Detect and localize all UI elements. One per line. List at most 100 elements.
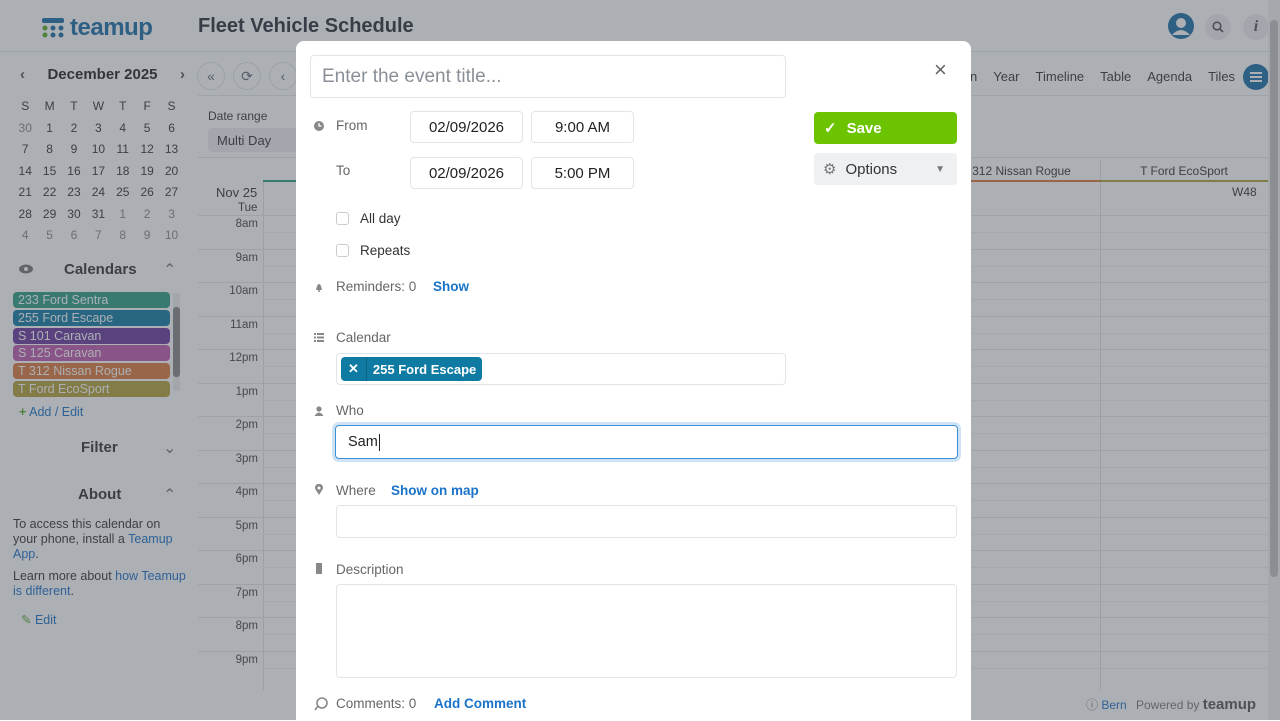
menu-icon[interactable] bbox=[1243, 64, 1269, 90]
calendar-label: Calendar bbox=[336, 330, 391, 345]
mini-calendar-day[interactable]: 15 bbox=[42, 163, 57, 178]
mini-calendar-day[interactable]: 2 bbox=[143, 206, 151, 221]
date-range-select[interactable]: Multi Day bbox=[208, 128, 308, 152]
show-on-map-link[interactable]: Show on map bbox=[391, 483, 479, 498]
mini-calendar-month: December 2025 bbox=[47, 66, 158, 83]
footer-brand[interactable]: teamup bbox=[1202, 696, 1257, 713]
to-time-input[interactable]: 5:00 PM bbox=[531, 157, 634, 189]
teamup-logo-icon bbox=[42, 18, 64, 38]
chevron-up-icon[interactable]: ⌃ bbox=[163, 487, 177, 504]
mini-calendar-day[interactable]: 6 bbox=[168, 120, 175, 135]
mini-calendar-day[interactable]: 9 bbox=[70, 142, 78, 156]
mini-calendar-day[interactable]: 30 bbox=[18, 120, 32, 135]
description-textarea[interactable] bbox=[336, 584, 957, 678]
mini-calendar-day[interactable]: 26 bbox=[140, 185, 154, 199]
mini-calendar-day[interactable]: 5 bbox=[143, 120, 151, 135]
mini-calendar-day[interactable]: 31 bbox=[91, 206, 106, 221]
mini-calendar-day[interactable]: 25 bbox=[116, 185, 130, 199]
remove-chip-icon[interactable]: ✕ bbox=[341, 357, 367, 381]
mini-calendar-day[interactable]: 13 bbox=[164, 142, 179, 156]
refresh-button[interactable]: ⟳ bbox=[233, 62, 261, 90]
mini-calendar-day[interactable]: 20 bbox=[164, 163, 179, 178]
view-tab[interactable]: Tiles bbox=[1208, 69, 1236, 84]
view-tab[interactable]: n bbox=[970, 69, 978, 84]
mini-calendar-day[interactable]: 4 bbox=[21, 228, 29, 242]
mini-calendar-day[interactable]: 19 bbox=[140, 163, 154, 178]
all-day-checkbox[interactable] bbox=[336, 212, 349, 225]
mini-calendar-day[interactable]: 9 bbox=[143, 228, 151, 242]
repeats-checkbox[interactable] bbox=[336, 244, 349, 257]
view-tab[interactable]: Year bbox=[993, 69, 1020, 84]
mini-calendar-day[interactable]: 3 bbox=[168, 206, 175, 221]
to-date-input[interactable]: 02/09/2026 bbox=[410, 157, 523, 189]
mini-calendar-day[interactable]: 27 bbox=[164, 185, 179, 199]
mini-calendar-day[interactable]: 10 bbox=[164, 228, 179, 242]
mini-calendar-day[interactable]: 6 bbox=[70, 228, 78, 242]
how-teamup-different-link[interactable]: how Teamup is different bbox=[13, 569, 186, 598]
calendar-select[interactable]: ✕ 255 Ford Escape bbox=[336, 353, 786, 385]
mini-calendar-day[interactable]: 8 bbox=[46, 142, 53, 156]
page-scrollbar[interactable] bbox=[1268, 0, 1280, 720]
mini-calendar-day[interactable]: 12 bbox=[140, 142, 154, 156]
calendar-item[interactable]: 255 Ford Escape bbox=[13, 309, 170, 326]
from-time-input[interactable]: 9:00 AM bbox=[531, 111, 634, 143]
mini-calendar-day[interactable]: 1 bbox=[119, 206, 127, 221]
mini-calendar-day[interactable]: 8 bbox=[119, 228, 127, 242]
mini-calendar-day[interactable]: 22 bbox=[42, 185, 57, 199]
mini-calendar-day[interactable]: 23 bbox=[67, 185, 81, 199]
filter-heading[interactable]: Filter bbox=[81, 439, 118, 456]
eye-icon[interactable] bbox=[18, 262, 34, 280]
event-title-input[interactable]: Enter the event title... bbox=[310, 55, 786, 98]
view-tab[interactable]: Table bbox=[1100, 69, 1132, 84]
next-month-button[interactable]: › bbox=[179, 66, 185, 83]
user-avatar-icon[interactable] bbox=[1168, 13, 1194, 39]
mini-calendar-day[interactable]: 10 bbox=[91, 142, 106, 156]
mini-calendar-day[interactable]: 7 bbox=[21, 142, 29, 156]
weekday-header: T bbox=[70, 99, 78, 113]
who-input[interactable]: Sam bbox=[335, 425, 958, 459]
info-icon[interactable]: i bbox=[1243, 14, 1269, 40]
calendar-item[interactable]: S 125 Caravan bbox=[13, 345, 170, 362]
calendar-item[interactable]: T 312 Nissan Rogue bbox=[13, 363, 170, 380]
mini-calendar-day[interactable]: 29 bbox=[42, 206, 57, 221]
mini-calendar-day[interactable]: 11 bbox=[116, 142, 129, 156]
prev-month-button[interactable]: ‹ bbox=[20, 66, 25, 83]
chevron-down-icon[interactable]: ⌄ bbox=[163, 440, 177, 457]
add-edit-calendars-link[interactable]: + Add / Edit bbox=[19, 405, 83, 419]
mini-calendar-day[interactable]: 16 bbox=[67, 163, 81, 178]
from-date-input[interactable]: 02/09/2026 bbox=[410, 111, 523, 143]
search-icon[interactable] bbox=[1205, 14, 1231, 40]
edit-about-link[interactable]: ✎ Edit bbox=[21, 612, 57, 627]
save-button[interactable]: ✓ Save bbox=[814, 112, 957, 144]
mini-calendar-day[interactable]: 4 bbox=[119, 120, 127, 135]
chevron-up-icon[interactable]: ⌃ bbox=[163, 262, 177, 279]
mini-calendar-day[interactable]: 5 bbox=[46, 228, 53, 242]
calendar-item[interactable]: S 101 Caravan bbox=[13, 327, 170, 344]
mini-calendar-day[interactable]: 14 bbox=[18, 163, 32, 178]
teamup-app-link[interactable]: Teamup App bbox=[13, 532, 173, 561]
mini-calendar-day[interactable]: 1 bbox=[46, 120, 53, 135]
mini-calendar-day[interactable]: 21 bbox=[18, 185, 32, 199]
view-tab[interactable]: Agenda bbox=[1147, 69, 1193, 84]
mini-calendar-day[interactable]: 30 bbox=[67, 206, 81, 221]
options-button[interactable]: ⚙ Options ▼ bbox=[814, 153, 957, 185]
hour-label: 10am bbox=[229, 285, 258, 297]
timezone-link[interactable]: Bern bbox=[1101, 698, 1127, 712]
mini-calendar-day[interactable]: 7 bbox=[95, 228, 102, 242]
calendar-item[interactable]: T Ford EcoSport bbox=[13, 381, 170, 397]
where-input[interactable] bbox=[336, 505, 957, 538]
mini-calendar-day[interactable]: 3 bbox=[95, 120, 102, 135]
view-tab[interactable]: Timeline bbox=[1035, 69, 1085, 84]
reminders-show-link[interactable]: Show bbox=[433, 279, 469, 294]
jump-back-button[interactable]: « bbox=[197, 62, 225, 90]
mini-calendar-day[interactable]: 17 bbox=[91, 163, 106, 178]
calendar-list-scrollbar[interactable] bbox=[173, 293, 180, 391]
mini-calendar-day[interactable]: 2 bbox=[70, 120, 78, 135]
mini-calendar-day[interactable]: 28 bbox=[18, 206, 32, 221]
close-icon[interactable]: × bbox=[934, 57, 947, 82]
teamup-logo[interactable]: teamup bbox=[42, 14, 153, 42]
mini-calendar-day[interactable]: 24 bbox=[91, 185, 106, 199]
calendar-item[interactable]: 233 Ford Sentra bbox=[13, 292, 170, 308]
mini-calendar-day[interactable]: 18 bbox=[116, 163, 130, 178]
add-comment-link[interactable]: Add Comment bbox=[434, 696, 527, 711]
